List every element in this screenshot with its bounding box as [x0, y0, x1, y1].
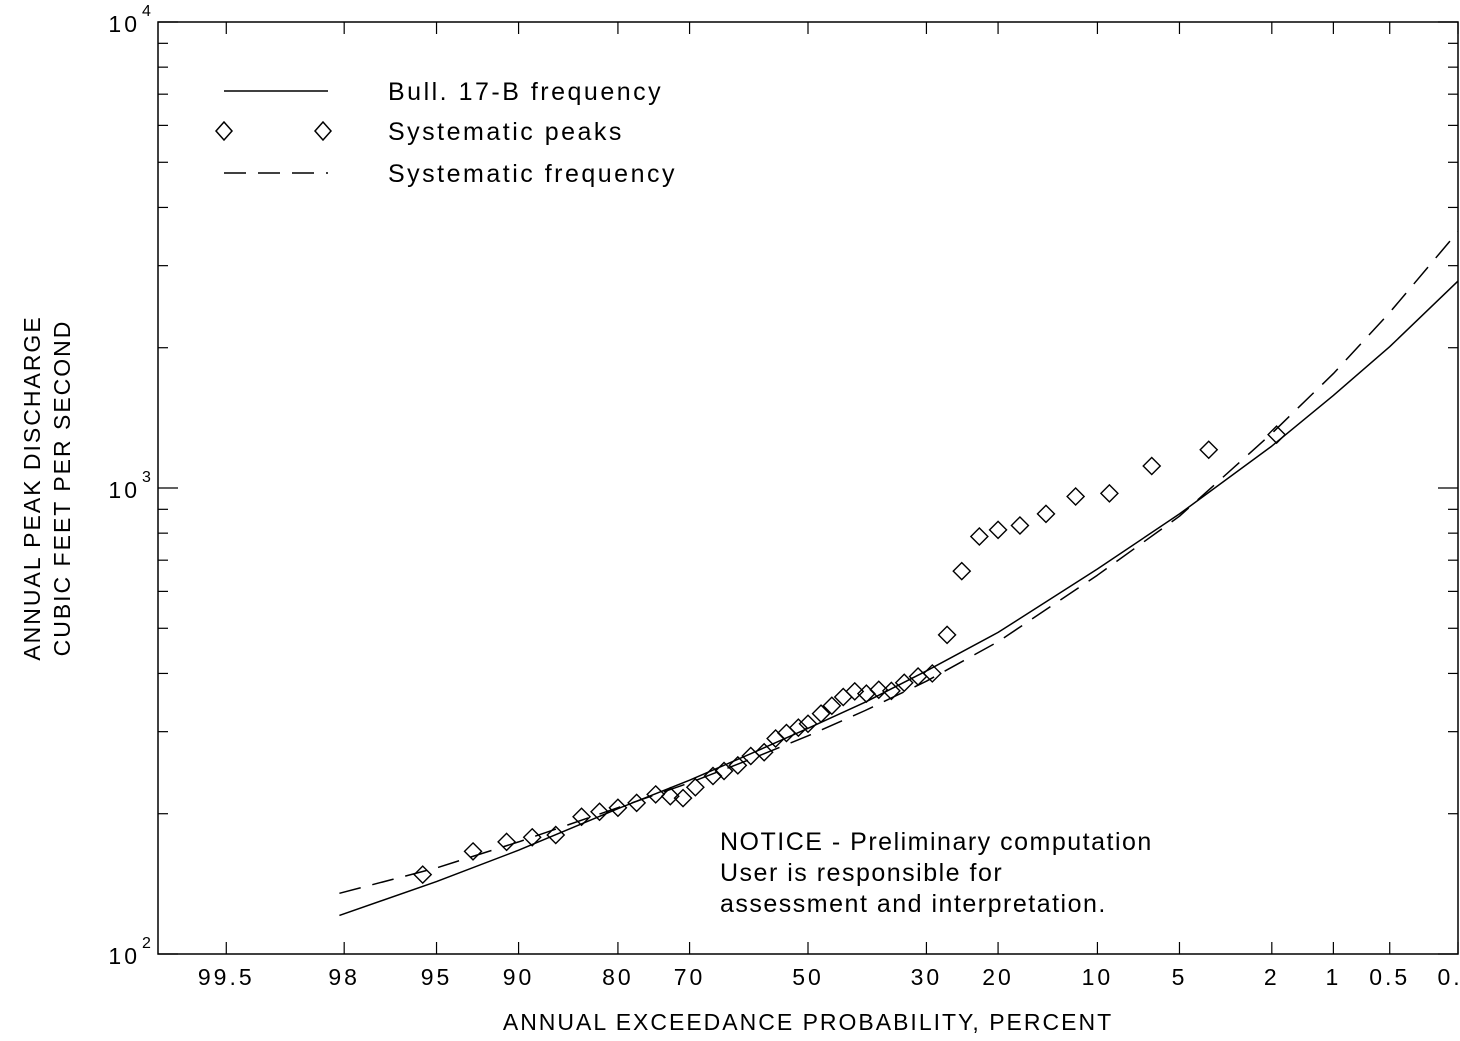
systematic-peak-point-17: [754, 742, 774, 762]
notice-line-3: assessment and interpretation.: [720, 890, 1107, 918]
x-tick-label-12: 1: [1325, 964, 1341, 990]
y-axis-title-line-1: ANNUAL PEAK DISCHARGE: [19, 315, 45, 660]
systematic-peak-point-34: [969, 526, 989, 546]
x-tick-label-11: 2: [1264, 964, 1280, 990]
systematic-peak-point-3: [522, 827, 542, 847]
systematic-peak-point-27: [869, 680, 889, 700]
x-tick-label-1: 98: [328, 964, 360, 990]
systematic-peak-point-42: [1267, 425, 1287, 445]
systematic-peak-point-31: [922, 663, 942, 683]
systematic-peak-point-39: [1099, 483, 1119, 503]
systematic-peak-point-7: [608, 798, 628, 818]
systematic-peak-point-36: [1010, 515, 1030, 535]
plot-frame: [157, 21, 1459, 955]
notice-line-1: NOTICE - Preliminary computation: [720, 828, 1153, 856]
systematic-peak-point-33: [952, 561, 972, 581]
systematic-peak-point-11: [673, 788, 693, 808]
x-tick-label-3: 90: [503, 964, 535, 990]
y-tick-exponent-0: 2: [142, 935, 151, 952]
notice-annotation: NOTICE - Preliminary computation User is…: [720, 828, 1153, 918]
systematic-peak-point-8: [627, 793, 647, 813]
x-tick-label-7: 30: [911, 964, 943, 990]
systematic-peak-point-1: [463, 841, 483, 861]
systematic-peak-point-28: [881, 681, 901, 701]
systematic-peak-point-23: [822, 696, 842, 716]
systematic-peak-point-19: [776, 723, 796, 743]
systematic-peak-point-29: [894, 673, 914, 693]
systematic-peak-point-37: [1036, 504, 1056, 524]
axis-ticks: [158, 21, 1459, 955]
systematic-peak-point-4: [546, 825, 566, 845]
y-tick-label-1: 10: [108, 477, 140, 503]
systematic-peak-point-15: [728, 755, 748, 775]
y-tick-label-0: 10: [108, 943, 140, 969]
y-tick-exponent-2: 4: [142, 3, 151, 20]
legend-diamond-marker-left: [214, 120, 234, 142]
x-tick-label-8: 20: [982, 964, 1014, 990]
systematic-peak-point-22: [811, 704, 831, 724]
legend: Bull. 17-B frequency Systematic peaks Sy…: [214, 78, 677, 188]
notice-line-2: User is responsible for: [720, 859, 1003, 887]
systematic-peak-point-20: [788, 718, 808, 738]
systematic-peak-point-10: [660, 786, 680, 806]
systematic-peak-point-35: [988, 520, 1008, 540]
legend-label-systematic-peaks: Systematic peaks: [388, 118, 624, 146]
legend-label-systematic-frequency: Systematic frequency: [388, 160, 677, 188]
systematic-peak-point-14: [714, 761, 734, 781]
y-axis-title-line-2: CUBIC FEET PER SECOND: [49, 320, 75, 657]
systematic-peak-point-40: [1142, 456, 1162, 476]
systematic-peak-point-2: [497, 832, 517, 852]
x-tick-label-2: 95: [421, 964, 453, 990]
systematic-peak-point-32: [937, 625, 957, 645]
x-tick-label-6: 50: [792, 964, 824, 990]
x-tick-label-14: 0.2: [1438, 964, 1460, 990]
series-layer: [339, 231, 1459, 917]
bull17b-frequency-curve: [339, 280, 1459, 917]
systematic-peak-point-0: [413, 865, 433, 885]
systematic-peak-point-18: [766, 729, 786, 749]
legend-diamond-marker-right: [313, 120, 333, 142]
x-tick-label-0: 99.5: [198, 964, 255, 990]
systematic-peak-point-12: [685, 777, 705, 797]
systematic-peak-point-13: [703, 766, 723, 786]
x-tick-label-4: 80: [602, 964, 634, 990]
systematic-peak-point-41: [1199, 440, 1219, 460]
systematic-peak-point-38: [1066, 486, 1086, 506]
legend-label-bull17b: Bull. 17-B frequency: [388, 78, 663, 106]
x-axis-title: ANNUAL EXCEEDANCE PROBABILITY, PERCENT: [503, 1009, 1113, 1035]
x-tick-label-5: 70: [674, 964, 706, 990]
systematic-peak-point-6: [590, 802, 610, 822]
y-tick-exponent-1: 3: [142, 469, 151, 486]
x-tick-label-9: 10: [1082, 964, 1114, 990]
systematic-peak-point-25: [845, 681, 865, 701]
systematic-peak-point-5: [572, 807, 592, 827]
systematic-peak-point-9: [646, 784, 666, 804]
x-tick-label-13: 0.5: [1369, 964, 1410, 990]
y-tick-label-2: 10: [108, 11, 140, 37]
x-tick-label-10: 5: [1172, 964, 1188, 990]
systematic-frequency-curve: [339, 231, 1459, 895]
systematic-peak-point-21: [798, 714, 818, 734]
